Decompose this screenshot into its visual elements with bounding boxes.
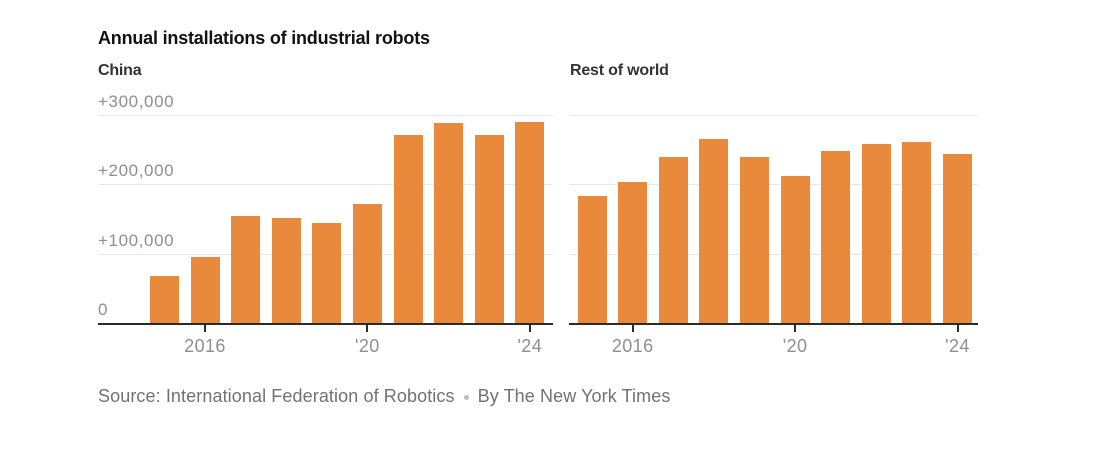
y-axis-label: 0 [98, 300, 109, 319]
x-tick-mark [528, 325, 531, 332]
bar [474, 134, 504, 323]
gridline [569, 253, 978, 255]
bar [943, 153, 972, 323]
bar [618, 181, 648, 323]
gridline [98, 115, 553, 117]
gridline [98, 184, 553, 186]
x-axis-line [569, 323, 978, 325]
bar [190, 256, 220, 323]
x-tick-mark [204, 325, 206, 332]
x-tick-label: 2016 [611, 336, 654, 356]
chart-title: Annual installations of industrial robot… [98, 28, 430, 48]
y-axis-label: +100,000 [98, 230, 175, 250]
x-tick-mark [956, 325, 959, 332]
y-axis-label: +200,000 [98, 161, 175, 181]
x-tick-label: '20 [355, 336, 380, 356]
panel-title-rest-of-world: Rest of world [570, 62, 669, 79]
bar [861, 143, 891, 323]
bar [699, 138, 729, 323]
x-axis-line [98, 323, 553, 325]
separator-dot-icon [463, 395, 469, 400]
x-tick-mark [366, 325, 369, 332]
panel-title-china: China [98, 62, 142, 79]
x-tick-label: '24 [517, 336, 543, 356]
bar [149, 275, 179, 323]
bar [393, 134, 423, 323]
gridline [569, 115, 978, 117]
source-text: Source: International Federation of Robo… [98, 386, 455, 406]
gridline [569, 184, 978, 186]
source-line: Source: International Federation of Robo… [98, 386, 670, 407]
y-axis-label: +300,000 [98, 92, 175, 112]
x-tick-label: '24 [945, 336, 970, 356]
x-tick-label: '20 [782, 336, 808, 356]
bar [352, 203, 382, 323]
x-tick-mark [794, 325, 797, 332]
bar [231, 216, 261, 323]
bar [434, 123, 464, 323]
bar [271, 217, 301, 323]
bar [658, 156, 688, 323]
bar [312, 223, 342, 323]
bar [577, 196, 607, 323]
bar [902, 142, 932, 323]
x-tick-mark [631, 325, 634, 332]
bar [821, 151, 851, 323]
bar [740, 157, 769, 323]
x-tick-label: 2016 [184, 336, 226, 356]
bar [515, 122, 545, 323]
bar [780, 176, 810, 323]
byline-text: By The New York Times [477, 386, 671, 406]
